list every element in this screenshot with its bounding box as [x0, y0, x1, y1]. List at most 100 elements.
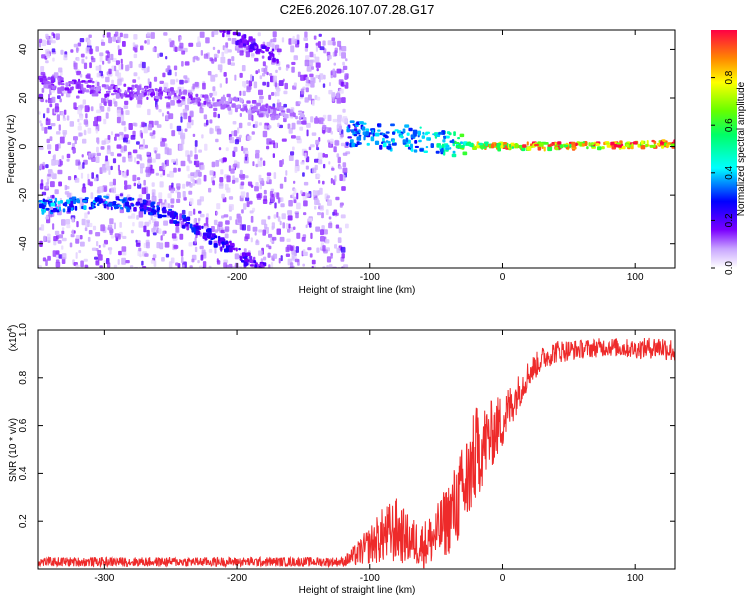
- heatmap-cell: [262, 61, 266, 67]
- heatmap-cell-diagonal-band: [206, 15, 210, 18]
- heatmap-cell: [320, 229, 324, 236]
- heatmap-cell-upper-band: [60, 83, 65, 86]
- heatmap-cell: [243, 203, 247, 210]
- heatmap-cell-carrier: [425, 146, 429, 149]
- heatmap-cell: [322, 245, 326, 252]
- heatmap-cell: [294, 258, 299, 263]
- heatmap-cell-carrier: [391, 142, 397, 146]
- heatmap-cell: [80, 260, 84, 268]
- heatmap-cell-carrier: [497, 146, 501, 152]
- heatmap-cell-lower-band: [238, 248, 241, 251]
- heatmap-cell: [119, 193, 124, 197]
- heatmap-cell: [333, 146, 337, 153]
- heatmap-cell-diagonal-band: [209, 20, 213, 25]
- heatmap-cell-carrier: [651, 139, 655, 143]
- heatmap-cell-upper-band: [195, 93, 199, 97]
- heatmap-cell: [301, 237, 306, 242]
- heatmap-cell: [159, 242, 164, 250]
- heatmap-cell: [336, 124, 342, 131]
- heatmap-cell-upper-band: [131, 84, 135, 87]
- heatmap-cell: [217, 49, 220, 54]
- heatmap-cell-carrier: [441, 143, 444, 149]
- heatmap-cell-upper-band: [183, 89, 187, 95]
- heatmap-cell-carrier: [621, 145, 626, 150]
- heatmap-cell-upper-band: [42, 76, 47, 79]
- heatmap-cell-lower-band: [124, 206, 128, 209]
- heatmap-cell: [151, 195, 157, 202]
- heatmap-cell-carrier: [544, 142, 549, 145]
- heatmap-cell: [199, 213, 205, 218]
- heatmap-cell: [241, 224, 246, 231]
- heatmap-cell-upper-band: [130, 93, 134, 98]
- heatmap-cell: [281, 158, 284, 165]
- heatmap-cell: [101, 97, 104, 104]
- heatmap-cell: [112, 36, 117, 42]
- heatmap-cell: [318, 180, 321, 184]
- heatmap-cell: [167, 193, 172, 199]
- heatmap-cell: [127, 215, 133, 219]
- heatmap-cell-lower-band: [152, 205, 156, 208]
- heatmap-cell: [213, 219, 218, 226]
- heatmap-cell-carrier: [563, 144, 569, 148]
- heatmap-cell: [198, 210, 202, 214]
- heatmap-cell: [159, 181, 164, 188]
- heatmap-cell: [166, 173, 170, 178]
- heatmap-cell-carrier: [400, 135, 403, 138]
- heatmap-cell-upper-band: [201, 103, 204, 106]
- heatmap-cell-lower-band: [254, 264, 258, 268]
- heatmap-cell-upper-band: [170, 87, 174, 92]
- heatmap-cell-upper-band: [65, 82, 69, 87]
- heatmap-cell: [218, 158, 222, 162]
- heatmap-cell: [208, 187, 212, 193]
- heatmap-cell-diagonal-band: [190, 5, 194, 10]
- heatmap-cell: [303, 181, 309, 186]
- heatmap-cell: [257, 32, 261, 37]
- heatmap-cell: [164, 147, 170, 155]
- heatmap-cell-upper-band: [154, 88, 158, 92]
- heatmap-cell: [247, 135, 252, 141]
- heatmap-cell: [171, 233, 177, 239]
- heatmap-cell: [311, 265, 314, 268]
- heatmap-cell-upper-band: [231, 103, 236, 108]
- snr-y-tick-label: 0.8: [18, 370, 29, 384]
- heatmap-cell: [151, 189, 156, 196]
- heatmap-cell: [112, 187, 116, 194]
- figure-title: C2E6.2026.107.07.28.G17: [280, 2, 435, 17]
- heatmap-cell-upper-band: [192, 100, 196, 103]
- heatmap-cell: [177, 167, 181, 172]
- heatmap-cell: [73, 102, 77, 110]
- heatmap-cell-carrier: [386, 145, 392, 150]
- heatmap-cell: [56, 131, 61, 135]
- heatmap-cell: [310, 232, 313, 239]
- heatmap-cell-carrier: [404, 124, 410, 128]
- heatmap-cell: [75, 252, 78, 259]
- heatmap-cell: [250, 237, 253, 243]
- heatmap-cell: [209, 57, 213, 62]
- heatmap-cell: [78, 132, 83, 137]
- heatmap-cell-carrier: [353, 128, 358, 132]
- heatmap-cell: [103, 118, 107, 125]
- heatmap-cell: [344, 81, 347, 85]
- heatmap-cell: [79, 115, 84, 121]
- heatmap-cell: [58, 234, 63, 239]
- heatmap-cell: [296, 232, 301, 239]
- heatmap-cell-diagonal-band: [236, 32, 241, 37]
- heatmap-cell-lower-band: [148, 211, 150, 215]
- snr-y-ticks: 0.2 0.4 0.6 0.8 1.0: [18, 323, 675, 528]
- heatmap-cell: [277, 216, 281, 222]
- heatmap-cell-lower-band: [262, 271, 265, 276]
- heatmap-cell: [291, 254, 295, 260]
- heatmap-cell-carrier: [571, 141, 576, 146]
- heatmap-cell: [304, 31, 308, 38]
- heatmap-cell-upper-band: [43, 80, 47, 84]
- heatmap-cell-lower-band: [195, 230, 199, 236]
- heatmap-cell: [223, 262, 228, 268]
- heatmap-cell: [221, 51, 225, 57]
- heatmap-cell-carrier: [402, 128, 406, 134]
- heatmap-cell: [296, 192, 299, 200]
- heatmap-cell-upper-band: [138, 93, 144, 97]
- heatmap-cell: [118, 250, 122, 256]
- heatmap-cell-diagonal-band: [208, 18, 211, 21]
- heatmap-cell-upper-band: [298, 110, 303, 113]
- heatmap-cell: [270, 261, 274, 268]
